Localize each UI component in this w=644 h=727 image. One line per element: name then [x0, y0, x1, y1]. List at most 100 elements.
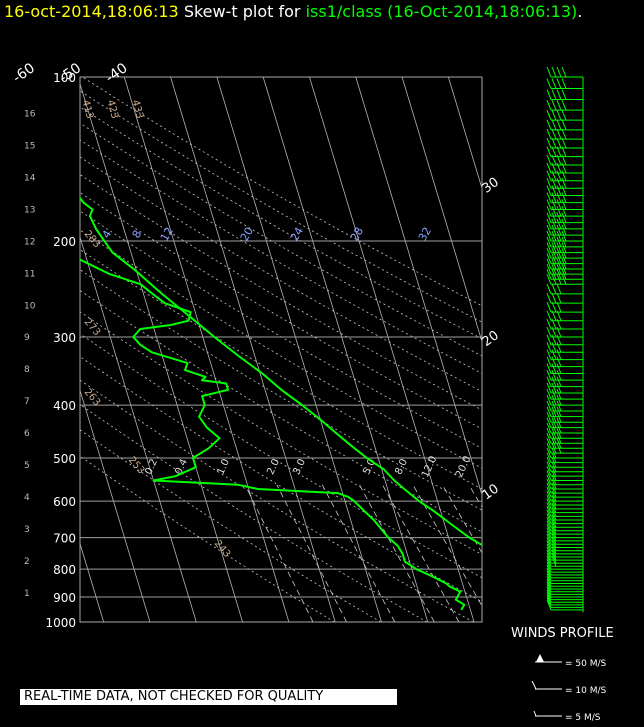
wind-barb-feather — [546, 561, 552, 573]
wind-barb-feather — [546, 573, 552, 584]
dry-adiabat-label: 273 — [82, 317, 103, 339]
wind-barb — [546, 474, 583, 486]
isotherm-lines — [80, 77, 644, 622]
wind-barb-feather — [546, 185, 552, 196]
mixing-ratio-line — [468, 484, 482, 508]
wind-barb-feather — [546, 394, 552, 406]
legend-10ms-label: = 10 M/S — [565, 686, 607, 696]
wind-barb-feather — [551, 89, 557, 100]
wind-barb-feather — [551, 556, 557, 567]
wind-barb-feather — [556, 162, 562, 174]
mixing-ratio-label-lower: 0.2 — [143, 457, 160, 476]
height-km-label: 3 — [24, 525, 30, 535]
mixing-ratio-label-upper: 28 — [348, 225, 366, 244]
dry-adiabat-line — [80, 174, 482, 411]
wind-barb-feather — [546, 523, 552, 535]
wind-barb-feather — [561, 170, 567, 181]
wind-barb — [546, 310, 583, 322]
wind-barb-feather — [551, 363, 557, 374]
wind-barb-feather — [546, 490, 552, 502]
wind-barb — [546, 185, 583, 197]
height-km-label: 5 — [24, 461, 30, 471]
wind-barb — [546, 301, 583, 313]
wind-barb — [546, 236, 583, 248]
wind-barb — [546, 128, 583, 140]
wind-barb-feather — [546, 236, 552, 248]
wind-barb-feather — [551, 342, 557, 353]
wind-barb-feather — [546, 461, 552, 472]
wind-barb-feather — [546, 224, 552, 236]
wind-barb-feather — [546, 592, 552, 603]
wind-barb-feather — [551, 162, 557, 174]
wind-barb — [546, 586, 583, 598]
wind-barb — [546, 253, 583, 265]
wind-barb-feather — [551, 461, 557, 472]
wind-barb-feather — [546, 433, 552, 444]
wind-barb — [546, 274, 583, 285]
wind-barb-feather — [561, 162, 567, 174]
height-km-label: 8 — [24, 365, 30, 375]
wind-barb-feather — [551, 192, 557, 203]
wind-barb-feather — [551, 537, 557, 548]
wind-barb-feather — [546, 388, 552, 400]
wind-barb — [546, 452, 583, 464]
wind-barb — [546, 99, 583, 111]
wind-barb — [546, 556, 583, 567]
legend-5ms-label: = 5 M/S — [565, 713, 601, 723]
wind-barb — [546, 363, 583, 375]
wind-barb-feather — [556, 178, 562, 189]
isotherm-line — [495, 77, 644, 622]
wind-barb-feather — [551, 146, 557, 157]
legend-glyph — [535, 654, 562, 663]
wind-legend-glyphs — [531, 654, 562, 717]
wind-barb-feather — [561, 253, 567, 264]
wind-barb — [546, 486, 583, 498]
wind-barb — [546, 517, 583, 528]
wind-barb — [546, 490, 583, 502]
title-station: iss1/class (16-Oct-2014,18:06:13) — [305, 2, 578, 21]
wind-barb-feather — [556, 292, 562, 304]
wind-barb-feather — [546, 119, 552, 131]
height-km-label: 10 — [24, 301, 36, 311]
wind-barb-feather — [551, 109, 557, 121]
wind-barb-feather — [551, 356, 557, 367]
wind-barb-feather — [546, 422, 552, 434]
wind-barb-feather — [556, 356, 562, 367]
legend-50ms: = 50 M/S — [528, 657, 638, 671]
wind-barb-feather — [546, 230, 552, 242]
wind-barb-feather — [556, 66, 562, 78]
height-km-label: 4 — [24, 493, 30, 503]
wind-barb-feather — [546, 356, 552, 367]
wind-barb-feather — [551, 474, 557, 485]
legend-50ms-label: = 50 M/S — [565, 659, 607, 669]
wind-barb-feather — [546, 178, 552, 189]
wind-barb-feather — [546, 442, 552, 454]
wind-barb-feather — [551, 199, 557, 210]
wind-barb-feather — [556, 170, 562, 181]
wind-barb-feather — [556, 363, 562, 374]
wind-barb — [546, 412, 583, 423]
wind-barb-feather — [551, 523, 557, 535]
wind-barb-feather — [546, 78, 552, 89]
wind-barb-feather — [551, 502, 557, 513]
wind-barb-feather — [551, 283, 557, 295]
wind-barb-feather — [546, 263, 552, 275]
wind-barb — [546, 192, 583, 204]
wind-barb-feather — [556, 342, 562, 353]
dry-adiabat-line — [80, 90, 482, 323]
wind-barb-feather — [551, 224, 557, 236]
wind-barb-feather — [556, 119, 562, 131]
wind-barb-feather — [551, 546, 557, 558]
wind-barb — [546, 502, 583, 514]
isotherm-line — [587, 77, 644, 622]
wind-barb — [546, 534, 583, 545]
wind-barb-feather — [546, 205, 552, 217]
wind-barb-feather — [551, 376, 557, 387]
wind-barb — [546, 594, 583, 606]
wind-barb-feather — [546, 283, 552, 295]
wind-barb-feather — [546, 242, 552, 253]
wind-barb-feather — [556, 247, 562, 259]
height-km-label: 9 — [24, 333, 30, 343]
wind-barb — [546, 178, 583, 189]
wind-barb — [546, 478, 583, 490]
